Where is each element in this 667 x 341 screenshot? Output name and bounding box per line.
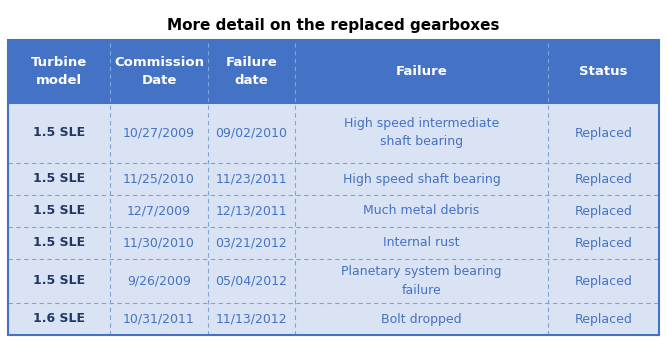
Bar [8,259,659,303]
Text: Replaced: Replaced [574,127,632,139]
Text: Commission
Date: Commission Date [114,56,204,87]
Text: 12/13/2011: 12/13/2011 [215,205,287,218]
Text: 03/21/2012: 03/21/2012 [215,237,287,250]
Bar [8,103,659,163]
Text: Turbine
model: Turbine model [31,56,87,87]
Text: Planetary system bearing
failure: Planetary system bearing failure [342,266,502,297]
Text: Replaced: Replaced [574,275,632,287]
Text: Failure: Failure [396,65,448,78]
Bar [8,195,659,227]
Text: 10/31/2011: 10/31/2011 [123,312,195,326]
Text: Replaced: Replaced [574,237,632,250]
Bar [8,163,659,195]
Text: Status: Status [579,65,628,78]
Text: 11/25/2010: 11/25/2010 [123,173,195,186]
Text: 1.5 SLE: 1.5 SLE [33,275,85,287]
Text: 05/04/2012: 05/04/2012 [215,275,287,287]
Text: 11/30/2010: 11/30/2010 [123,237,195,250]
Text: More detail on the replaced gearboxes: More detail on the replaced gearboxes [167,18,500,33]
Text: Replaced: Replaced [574,173,632,186]
Bar [8,227,659,259]
Text: 1.5 SLE: 1.5 SLE [33,127,85,139]
Text: 11/13/2012: 11/13/2012 [215,312,287,326]
Text: Internal rust: Internal rust [384,237,460,250]
Text: High speed shaft bearing: High speed shaft bearing [343,173,500,186]
Text: 1.5 SLE: 1.5 SLE [33,237,85,250]
Text: Failure
date: Failure date [225,56,277,87]
Text: 1.5 SLE: 1.5 SLE [33,205,85,218]
Text: High speed intermediate
shaft bearing: High speed intermediate shaft bearing [344,118,499,148]
Text: Replaced: Replaced [574,312,632,326]
Text: 11/23/2011: 11/23/2011 [215,173,287,186]
Text: 10/27/2009: 10/27/2009 [123,127,195,139]
Text: Replaced: Replaced [574,205,632,218]
Text: 1.5 SLE: 1.5 SLE [33,173,85,186]
Bar [8,303,659,335]
Bar [8,40,659,103]
Text: 1.6 SLE: 1.6 SLE [33,312,85,326]
Text: 9/26/2009: 9/26/2009 [127,275,191,287]
Text: 12/7/2009: 12/7/2009 [127,205,191,218]
Text: Bolt dropped: Bolt dropped [381,312,462,326]
Text: Much metal debris: Much metal debris [364,205,480,218]
Text: 09/02/2010: 09/02/2010 [215,127,287,139]
Bar [8,40,659,335]
